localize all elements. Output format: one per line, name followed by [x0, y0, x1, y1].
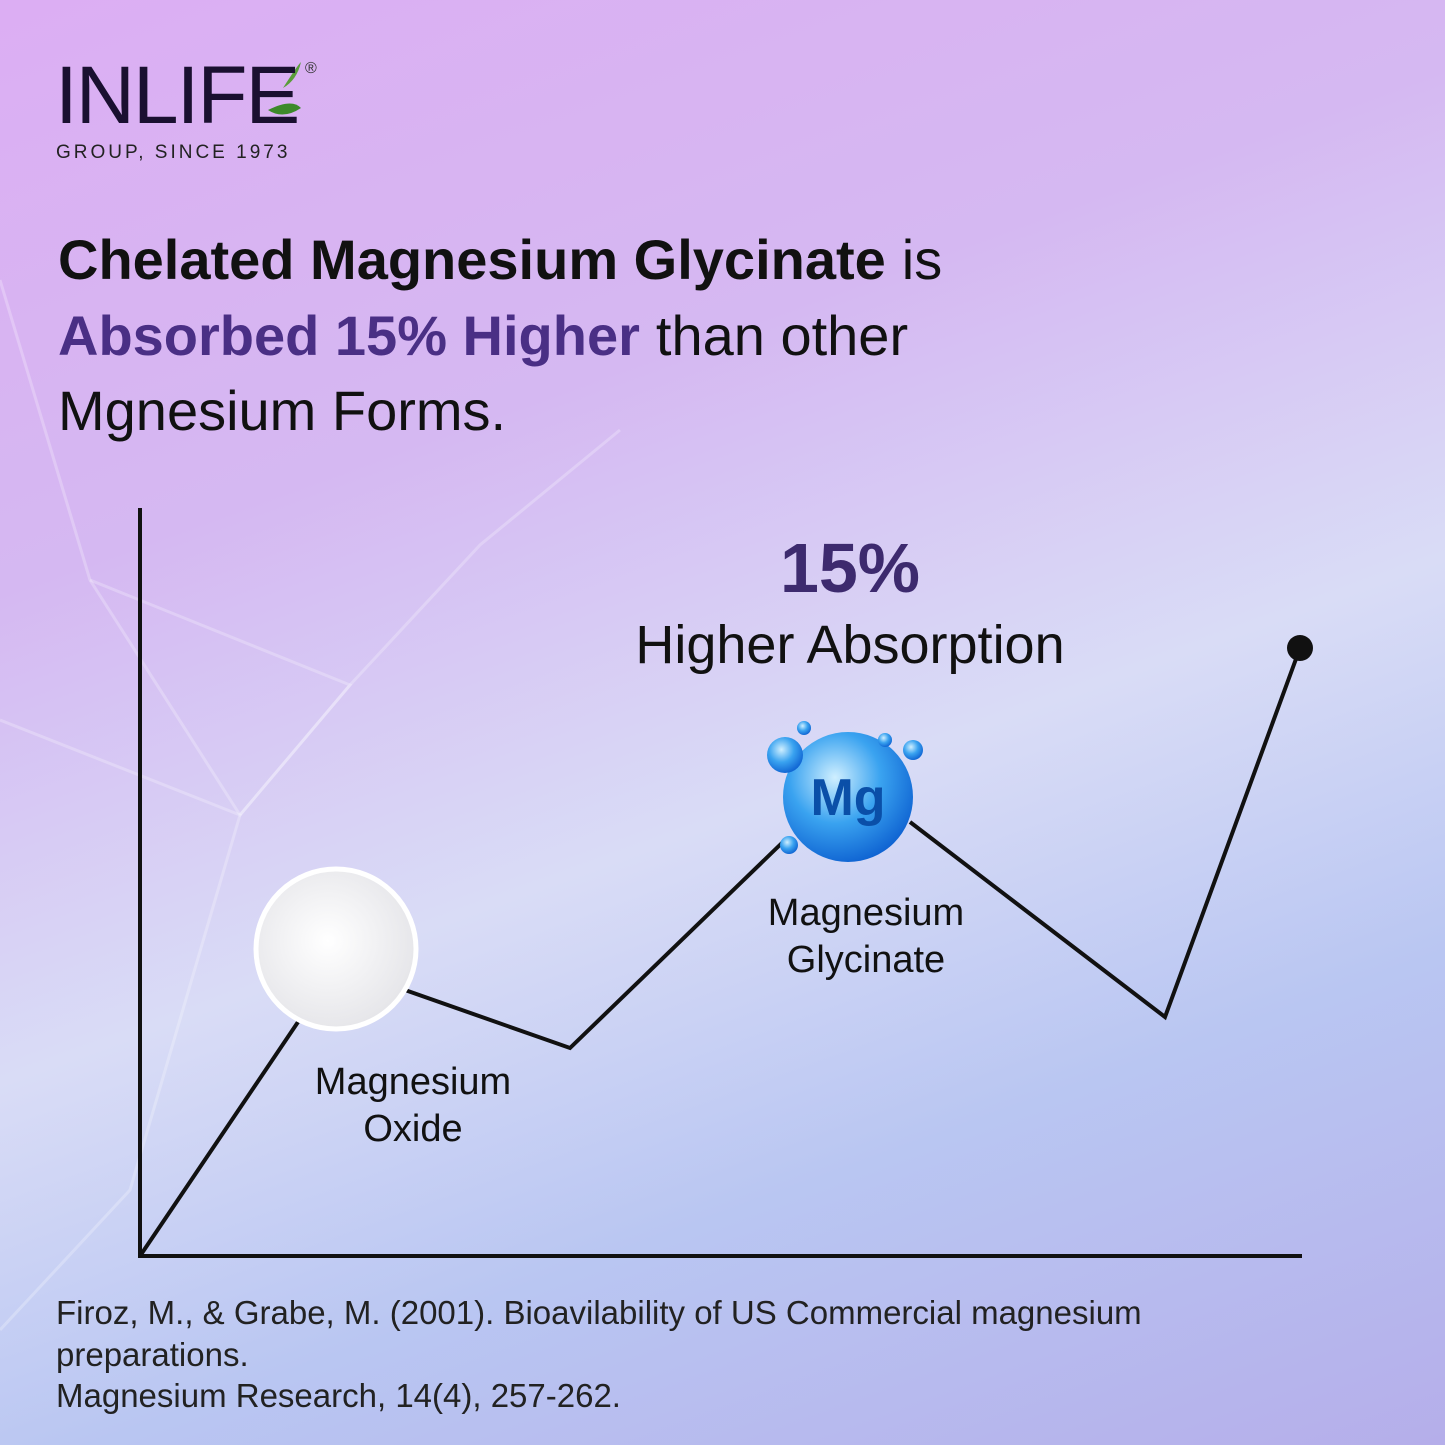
- point-label: Magnesium Glycinate: [768, 890, 964, 984]
- headline-line: Absorbed 15% Higher than other: [58, 308, 908, 364]
- citation-line: preparations.: [56, 1336, 249, 1373]
- trend-line: [138, 1020, 300, 1258]
- trend-line: [404, 838, 787, 1051]
- bubble: [780, 836, 798, 854]
- label-line: Magnesium: [767, 892, 965, 934]
- headline-text: than other: [655, 304, 909, 367]
- headline-emphasis: Chelated Magnesium Glycinate: [58, 228, 886, 291]
- headline-text: is: [901, 228, 943, 291]
- logo-leaf: [268, 103, 301, 115]
- headline-line: Chelated Magnesium Glycinate is: [58, 232, 942, 288]
- logo-brand: INLIFE: [55, 50, 300, 141]
- bubble: [797, 721, 811, 735]
- logo-registered: ®: [305, 60, 317, 77]
- trend-line: [908, 647, 1302, 1021]
- end-dot: [1287, 635, 1313, 661]
- callout-caption: Higher Absorption: [635, 615, 1065, 675]
- background-network: [0, 279, 621, 1332]
- headline-highlight: Absorbed 15% Higher: [58, 304, 640, 367]
- label-line: Glycinate: [786, 939, 946, 981]
- citation-line: Firoz, M., & Grabe, M. (2001). Bioavilab…: [56, 1294, 1142, 1331]
- powder-icon: [253, 866, 419, 1032]
- bubble: [767, 737, 803, 773]
- citation-line: Magnesium Research, 14(4), 257-262.: [56, 1377, 621, 1414]
- mg-sphere: [783, 732, 913, 862]
- logo-leaf: [283, 62, 301, 88]
- bubble: [878, 733, 892, 747]
- label-line: Oxide: [363, 1108, 463, 1150]
- headline-line: Mgnesium Forms.: [58, 379, 507, 442]
- bubble: [903, 740, 923, 760]
- callout-figure: 15%: [779, 529, 921, 607]
- mg-symbol: Mg: [810, 769, 885, 827]
- logo-tagline: GROUP, SINCE 1973: [56, 142, 291, 163]
- point-label: Magnesium Oxide: [315, 1059, 511, 1153]
- label-line: Magnesium: [314, 1061, 512, 1103]
